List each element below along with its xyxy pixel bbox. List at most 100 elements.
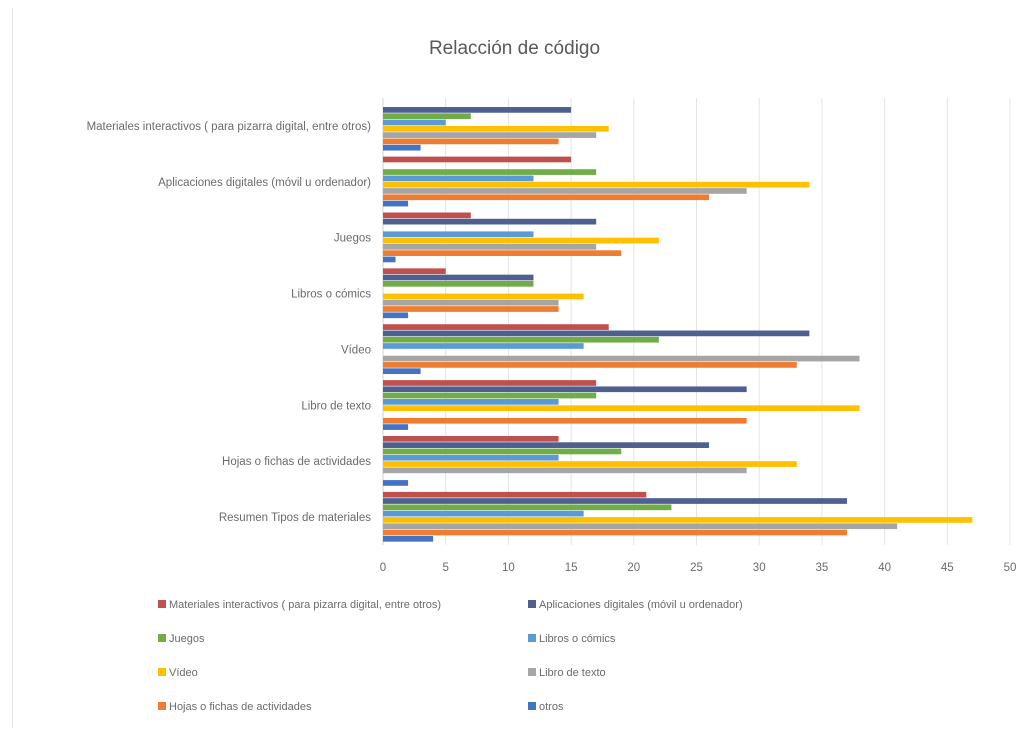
bar [383,175,534,182]
bar [383,268,446,275]
bar [383,125,609,132]
bar [383,405,860,412]
bar [383,368,421,375]
bar [383,306,559,312]
bar [383,517,973,523]
x-tick-label: 5 [442,562,448,574]
legend-swatch [528,702,536,710]
bar [383,392,597,399]
x-tick-label: 15 [565,562,578,574]
bar [383,417,747,424]
bar [383,336,659,343]
bar [383,293,584,300]
bar [383,498,847,504]
bar [383,274,534,281]
bars [383,107,973,542]
chart-title: Relacción de código [428,38,601,59]
bar [383,448,622,455]
x-tick-label: 0 [380,562,386,574]
legend-swatch [158,668,166,676]
legend-swatch [158,600,166,608]
bar [383,330,810,337]
legend-swatch [528,668,536,676]
bar [383,454,559,461]
legend-label: Juegos [169,633,205,645]
x-tick-label: 45 [941,562,954,574]
bar [383,355,860,362]
legend-label: Vídeo [169,667,198,679]
x-tick-label: 40 [878,562,891,574]
bar [383,212,471,219]
bar [383,523,898,530]
bar [383,535,434,542]
bar [383,467,747,474]
x-tick-label: 10 [502,562,515,574]
bar [383,504,672,511]
bar [383,132,597,138]
bar [383,324,609,330]
bar [383,144,421,151]
legend-label: Aplicaciones digitales (móvil u ordenado… [539,599,743,611]
bar [383,299,559,306]
x-tick-label: 30 [753,562,766,574]
legend-swatch [158,702,166,710]
legend: Materiales interactivos ( para pizarra d… [158,599,743,713]
category-label: Aplicaciones digitales (móvil u ordenado… [158,177,371,189]
category-label: Vídeo [341,344,371,356]
category-label: Hojas o fichas de actividades [222,456,371,468]
x-tick-label: 35 [816,562,829,574]
bar [383,119,446,126]
bar [383,218,597,225]
gridlines [382,98,1011,545]
bar [383,256,396,263]
bar [383,380,597,386]
legend-label: otros [539,701,564,713]
bar [383,243,597,250]
x-tick-label: 50 [1004,562,1017,574]
bar [383,435,559,442]
bar [383,362,797,368]
x-tick-label: 20 [627,562,640,574]
bar [383,107,572,113]
category-label: Libros o cómics [291,289,371,301]
bar [383,181,810,188]
bar [383,399,559,405]
legend-label: Materiales interactivos ( para pizarra d… [169,599,441,611]
bar [383,237,659,244]
bar [383,529,847,536]
bar [383,510,584,517]
category-label: Materiales interactivos ( para pizarra d… [87,121,372,133]
legend-label: Libros o cómics [539,633,616,645]
category-label: Juegos [334,233,371,245]
legend-swatch [158,634,166,642]
legend-label: Hojas o fichas de actividades [169,701,312,713]
x-tick-label: 25 [690,562,703,574]
bar [383,113,471,120]
bar [383,480,409,486]
bar [383,138,559,145]
bar [383,250,622,256]
legend-swatch [528,600,536,608]
category-label: Libro de texto [301,400,371,412]
chart-frame [12,8,1018,728]
category-label: Resumen Tipos de materiales [219,512,371,524]
bar [383,442,710,448]
category-labels: Materiales interactivos ( para pizarra d… [87,121,372,524]
bar [383,194,710,201]
x-tick-labels: 0 5 10 15 20 25 30 35 40 45 50 [380,562,1017,574]
legend-label: Libro de texto [539,667,606,679]
bar [383,343,584,349]
bar [383,231,534,238]
bar [383,156,572,163]
bar [383,188,747,194]
bar [383,424,409,430]
bar [383,491,647,498]
bar [383,280,534,287]
bar [383,169,597,175]
legend-swatch [528,634,536,642]
bar [383,312,409,319]
bar [383,200,409,207]
bar [383,461,797,467]
bar [383,386,747,393]
